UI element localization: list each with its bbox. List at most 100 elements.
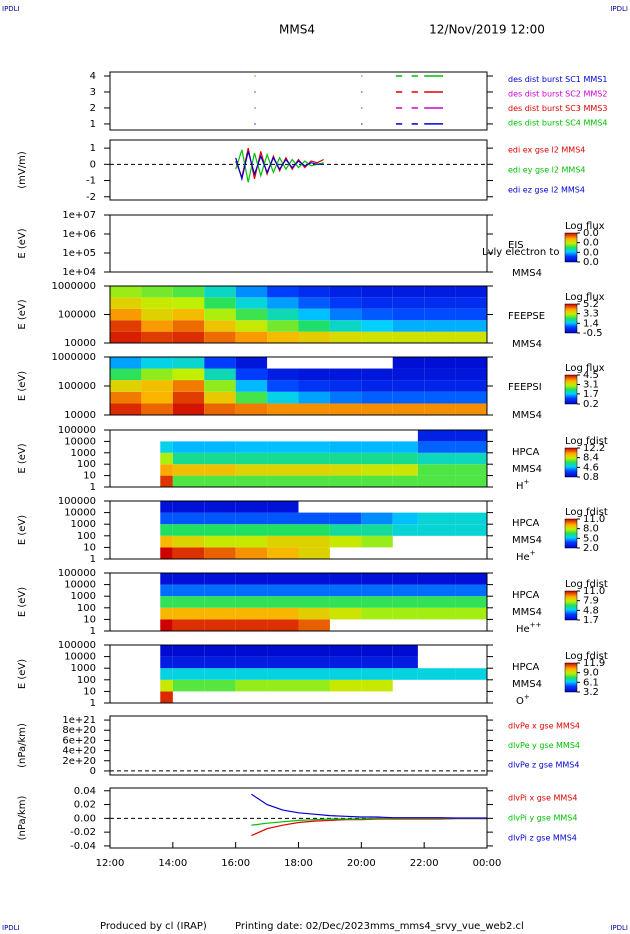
- spectrogram-cell: [329, 286, 362, 298]
- spacecraft-label: MMS4: [512, 464, 542, 475]
- panel-frame: [109, 214, 488, 273]
- panel-frame: [109, 644, 488, 704]
- spectrogram-cell: [267, 501, 299, 513]
- spectrogram-cell: [298, 668, 330, 680]
- spectrogram-cell: [455, 331, 487, 343]
- file-name: mms_mms4_srvy_vue_web2.cl: [370, 921, 524, 932]
- spectrogram-cell: [235, 524, 268, 536]
- spectrogram-cell: [392, 331, 425, 343]
- spectrogram-cell: [298, 584, 330, 597]
- spectrogram-cell: [235, 619, 268, 631]
- spectrogram-cell: [267, 380, 299, 392]
- spectrogram-cell: [235, 573, 268, 585]
- colorbar-tick-label: 11.0: [583, 586, 605, 597]
- spectrogram-cell: [172, 286, 205, 298]
- y-tick-label: 0.00: [74, 813, 96, 824]
- species-label: He+: [516, 549, 536, 563]
- spectrogram-cell: [204, 679, 236, 692]
- spectrogram-cell: [329, 403, 362, 415]
- spectrogram-cell: [329, 679, 362, 692]
- spectrogram-cell: [455, 430, 487, 442]
- spectrogram-cell: [204, 645, 236, 657]
- colorbar-tick-label: 0.0: [583, 228, 599, 239]
- spectrogram-cell: [141, 320, 173, 332]
- spectrogram-cell: [424, 297, 456, 309]
- colorbar-tick-label: 0.0: [583, 257, 599, 268]
- legend-entry: dlvPe z gse MMS4: [508, 761, 579, 770]
- corner-mark: IPDLI: [610, 5, 628, 13]
- colorbar-tick-label: 0.0: [583, 238, 599, 249]
- y-tick-label: 1e+06: [62, 229, 96, 240]
- spectrogram-cell: [235, 297, 268, 309]
- spectrogram-cell: [329, 331, 362, 343]
- y-tick-label: 1000000: [51, 281, 96, 292]
- spectrogram-cell: [329, 668, 362, 680]
- spectrogram-cell: [361, 596, 393, 608]
- y-tick-label: 100000: [58, 310, 96, 321]
- spectrogram-cell: [235, 357, 268, 369]
- y-tick-label: 0.02: [74, 800, 96, 811]
- spectrogram-cell: [329, 535, 362, 548]
- species-label: He++: [516, 621, 542, 635]
- spectrogram-cell: [204, 286, 236, 298]
- y-tick-label: 4e+20: [62, 746, 96, 757]
- spectrogram-cell: [329, 464, 362, 476]
- spectrogram-cell: [455, 596, 487, 608]
- y-tick-label: 1000000: [51, 352, 96, 363]
- spectrogram-cell: [160, 441, 173, 453]
- legend-entry: des dist burst SC4 MMS4: [508, 118, 607, 127]
- spectrogram-cell: [455, 391, 487, 404]
- spectrogram-cell: [235, 596, 268, 608]
- spectrogram-cell: [235, 368, 268, 381]
- spectrogram-cell: [298, 524, 330, 536]
- species-name: He: [516, 552, 530, 563]
- y-tick-label: 10: [83, 686, 96, 697]
- colorbar-tick-label: 8.4: [583, 453, 599, 464]
- spacecraft-label: MMS4: [512, 268, 542, 279]
- spectrogram-cell: [172, 297, 205, 309]
- colorbar-tick-label: 0.2: [583, 399, 599, 410]
- spectrogram-cell: [172, 679, 205, 692]
- spectrogram-cell: [267, 524, 299, 536]
- spectrogram-cell: [172, 619, 205, 631]
- y-tick-label: -1: [86, 176, 96, 187]
- spectrogram-cell: [298, 596, 330, 608]
- panel-frame: [109, 139, 488, 201]
- spectrogram-cell: [417, 573, 456, 585]
- spectrogram-cell: [204, 357, 236, 369]
- instrument-label: HPCA: [512, 518, 540, 529]
- spectrogram-cell: [455, 308, 487, 321]
- spectrogram-cell: [160, 547, 173, 559]
- spectrogram-cell: [235, 320, 268, 332]
- spectrogram-cell: [298, 475, 330, 487]
- instrument-label: FEEPSI: [508, 382, 542, 393]
- data-line: [235, 151, 324, 182]
- y-tick-label: 100000: [58, 640, 96, 651]
- y-axis-label: (nPa/km): [17, 723, 28, 768]
- species-name: O: [516, 696, 524, 707]
- y-tick-label: 8e+20: [62, 725, 96, 736]
- y-tick-label: 0: [90, 159, 96, 170]
- spectrogram-cell: [172, 320, 205, 332]
- spectrogram-cell: [329, 656, 362, 669]
- spectrogram-cell: [267, 656, 299, 669]
- species-label: O+: [516, 693, 530, 707]
- spectrogram-cell: [298, 403, 330, 415]
- spectrogram-cell: [424, 368, 456, 381]
- spectrogram-cell: [298, 331, 330, 343]
- spectrogram-cell: [172, 512, 205, 525]
- spectrogram-cell: [110, 357, 142, 369]
- spectrogram-cell: [267, 464, 299, 476]
- spectrogram-cell: [141, 403, 173, 415]
- spectrogram-cell: [417, 475, 456, 487]
- spectrogram-cell: [417, 464, 456, 476]
- spectrogram-cell: [267, 547, 299, 559]
- y-tick-label: 100: [77, 459, 96, 470]
- spectrogram-cell: [267, 331, 299, 343]
- spectrogram-cell: [298, 679, 330, 692]
- spectrogram-cell: [392, 584, 418, 597]
- y-tick-label: 10: [83, 471, 96, 482]
- spectrogram-cell: [141, 286, 173, 298]
- spectrogram-cell: [424, 331, 456, 343]
- spectrogram-cell: [361, 524, 393, 536]
